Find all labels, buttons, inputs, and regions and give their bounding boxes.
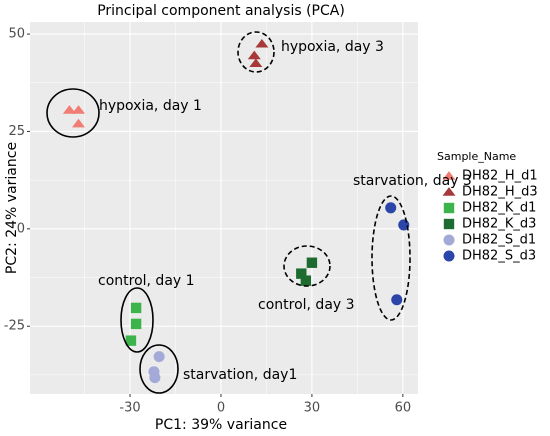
point — [130, 302, 142, 314]
group-ellipse — [46, 88, 100, 138]
legend-marker — [443, 202, 455, 214]
point — [72, 105, 85, 114]
x-axis-title: PC1: 39% variance — [155, 417, 287, 433]
legend-marker — [443, 234, 455, 246]
point — [62, 105, 76, 114]
y-tick-label: 0 — [17, 221, 25, 236]
plot-panel — [30, 22, 418, 394]
point — [149, 372, 161, 384]
legend-label: DH82_K_d3 — [462, 217, 536, 232]
group-ellipse — [283, 245, 331, 287]
x-tick-label: 60 — [395, 401, 412, 416]
legend-marker — [443, 250, 455, 262]
y-tick-label: -25 — [4, 319, 25, 334]
annotation: control, day 3 — [258, 297, 355, 313]
annotation: control, day 1 — [98, 273, 195, 289]
legend-label: DH82_H_d1 — [462, 169, 538, 184]
legend-marker — [443, 218, 455, 230]
point — [130, 318, 142, 330]
group-ellipse — [120, 287, 154, 353]
point — [72, 118, 85, 128]
point — [249, 58, 263, 68]
point — [300, 275, 312, 286]
point — [255, 38, 269, 48]
y-axis-title: PC2: 24% variance — [4, 142, 20, 274]
legend-label: DH82_H_d3 — [462, 185, 538, 200]
legend-marker — [442, 187, 456, 196]
point — [247, 50, 261, 60]
point — [153, 351, 165, 363]
x-tick-label: 0 — [217, 401, 225, 416]
y-tick-label: 25 — [8, 124, 25, 139]
annotation: starvation, day 3 — [353, 173, 472, 189]
point — [306, 257, 318, 268]
legend-label: DH82_S_d3 — [462, 249, 536, 264]
point — [296, 268, 307, 279]
annotation: starvation, day1 — [183, 367, 297, 383]
x-tick-label: 30 — [304, 401, 321, 416]
annotation: hypoxia, day 1 — [99, 98, 202, 114]
group-ellipse — [371, 195, 411, 321]
legend-marker — [442, 171, 456, 180]
group-ellipse — [237, 31, 275, 73]
x-tick-label: -30 — [119, 401, 140, 416]
point — [125, 335, 137, 346]
annotation: hypoxia, day 3 — [281, 39, 384, 55]
chart-title: Principal component analysis (PCA) — [97, 3, 345, 19]
point — [391, 294, 403, 306]
y-tick-label: 50 — [8, 27, 25, 42]
legend-title: Sample_Name — [437, 150, 516, 163]
group-ellipse — [139, 344, 179, 394]
point — [385, 202, 397, 214]
legend-label: DH82_S_d1 — [462, 233, 536, 248]
legend-label: DH82_K_d1 — [462, 201, 536, 216]
